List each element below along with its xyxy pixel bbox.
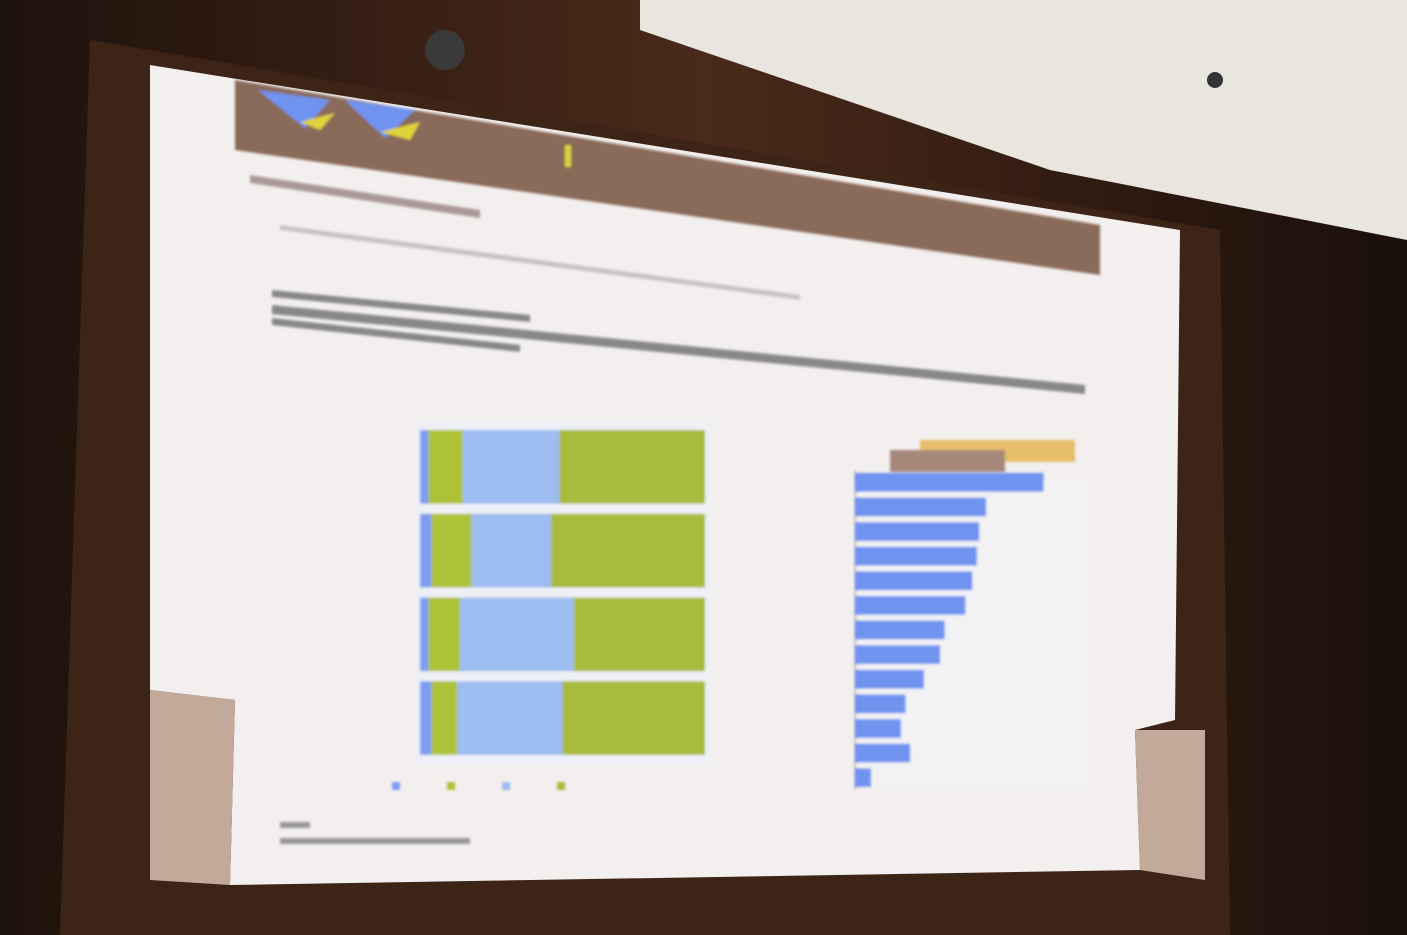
bar-segment [420, 681, 431, 755]
bar [855, 645, 940, 664]
bar [855, 473, 1044, 492]
bar-segment [457, 681, 562, 755]
ceiling-fixture [425, 30, 465, 70]
bar-segment [560, 430, 705, 504]
bar [855, 744, 910, 763]
bar [855, 621, 945, 640]
ceiling-sensor [1207, 72, 1223, 88]
footer-text [280, 838, 470, 844]
bar [855, 571, 972, 590]
screen-shadow [150, 690, 235, 885]
legend-swatch [447, 782, 455, 790]
bar [855, 719, 901, 738]
tooltip [890, 450, 1005, 472]
bar-segment [563, 681, 706, 755]
bar-segment [463, 430, 560, 504]
bar [855, 768, 871, 787]
legend-swatch [502, 782, 510, 790]
bar [855, 694, 906, 713]
bar [855, 498, 986, 517]
photo [0, 0, 1407, 935]
menu-marker [565, 145, 571, 167]
bar-segment [431, 681, 457, 755]
bar-segment [420, 430, 429, 504]
bar-segment [420, 514, 431, 588]
bar-segment [429, 598, 460, 672]
footer-text [280, 822, 310, 828]
bar [855, 596, 965, 615]
bar [855, 547, 977, 566]
bar-segment [551, 514, 705, 588]
bar-segment [460, 598, 574, 672]
bar [855, 522, 979, 541]
bar-segment [431, 514, 471, 588]
legend-swatch [557, 782, 565, 790]
screen-shadow [1135, 730, 1205, 880]
bar-segment [471, 514, 551, 588]
legend-swatch [392, 782, 400, 790]
bar-segment [574, 598, 705, 672]
bar-segment [429, 430, 463, 504]
page: (() => { const data = JSON.parse(documen… [0, 0, 1407, 935]
bar [855, 670, 924, 689]
bar-segment [420, 598, 429, 672]
